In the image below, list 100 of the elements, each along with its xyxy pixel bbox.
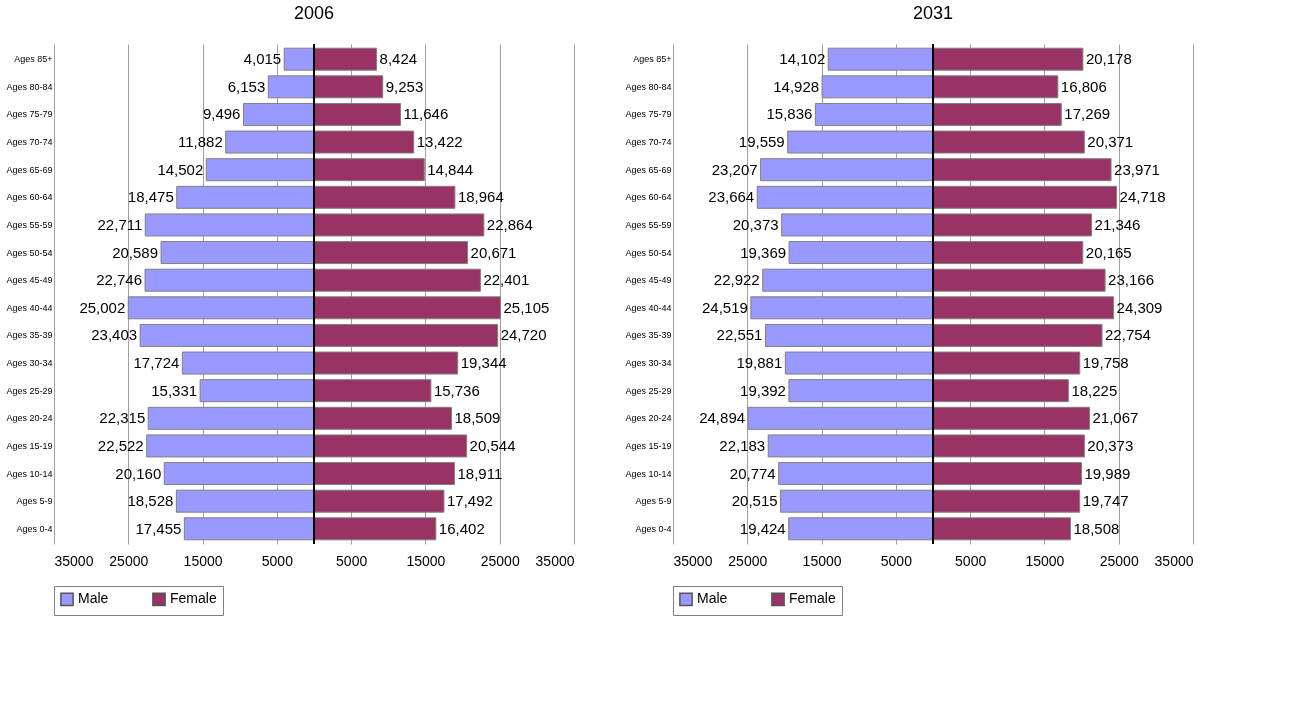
data-label: 24,519 <box>701 298 748 316</box>
data-label: 20,589 <box>112 243 159 261</box>
y-tick-label: Ages 55-59 <box>6 219 53 230</box>
data-label: 20,178 <box>1085 50 1132 68</box>
x-tick-label: 25000 <box>728 552 768 569</box>
y-tick-label: Ages 10-14 <box>625 468 672 479</box>
data-label: 23,166 <box>1108 271 1154 289</box>
data-label: 18,528 <box>127 492 174 510</box>
data-label: 9,253 <box>385 77 424 95</box>
data-label: 19,424 <box>739 519 786 537</box>
data-label: 17,269 <box>1064 105 1111 123</box>
data-label: 18,475 <box>127 188 174 206</box>
data-label: 17,455 <box>135 519 182 537</box>
data-label: 4,015 <box>243 50 282 68</box>
y-tick-label: Ages 40-44 <box>6 302 53 313</box>
y-tick-label: Ages 50-54 <box>6 247 53 258</box>
data-label: 20,544 <box>469 436 516 454</box>
data-label: 8,424 <box>379 50 418 68</box>
data-label: 11,882 <box>177 133 223 151</box>
data-label: 18,509 <box>454 409 501 427</box>
legend-label: Male <box>697 590 728 607</box>
data-label: 23,664 <box>708 188 755 206</box>
y-tick-label: Ages 65-69 <box>6 164 53 175</box>
data-label: 13,422 <box>416 133 463 151</box>
y-tick-label: Ages 15-19 <box>625 440 672 451</box>
data-label: 15,836 <box>766 105 813 123</box>
data-label: 11,646 <box>403 105 449 123</box>
y-tick-label: Ages 60-64 <box>625 192 672 203</box>
x-tick-label: 5000 <box>955 552 987 569</box>
y-tick-label: Ages 20-24 <box>625 413 672 424</box>
y-tick-label: Ages 65-69 <box>625 164 672 175</box>
data-label: 19,392 <box>740 381 786 399</box>
data-label: 16,806 <box>1060 77 1107 95</box>
data-label: 14,102 <box>779 50 826 68</box>
data-label: 15,736 <box>433 381 480 399</box>
y-tick-label: Ages 50-54 <box>625 247 672 258</box>
y-tick-label: Ages 40-44 <box>625 302 672 313</box>
y-tick-label: Ages 0-4 <box>635 523 672 534</box>
y-tick-label: Ages 70-74 <box>6 137 53 148</box>
y-tick-label: Ages 0-4 <box>16 523 53 534</box>
y-tick-label: Ages 25-29 <box>6 385 53 396</box>
data-label: 20,515 <box>731 492 778 510</box>
data-label: 18,911 <box>457 464 503 482</box>
y-tick-label: Ages 70-74 <box>625 137 672 148</box>
x-tick-label: 5000 <box>336 552 368 569</box>
data-label: 23,207 <box>711 160 758 178</box>
data-label: 20,373 <box>732 215 779 233</box>
y-tick-label: Ages 5-9 <box>16 496 53 507</box>
y-tick-label: Ages 5-9 <box>635 496 672 507</box>
y-tick-label: Ages 30-34 <box>6 358 53 369</box>
y-tick-label: Ages 10-14 <box>6 468 53 479</box>
data-label: 22,183 <box>719 436 766 454</box>
y-tick-label: Ages 45-49 <box>6 275 53 286</box>
x-tick-label: 25000 <box>1099 552 1139 569</box>
data-label: 24,720 <box>500 326 547 344</box>
data-label: 19,989 <box>1084 464 1131 482</box>
data-label: 25,002 <box>79 298 126 316</box>
data-label: 16,402 <box>438 519 485 537</box>
y-tick-label: Ages 30-34 <box>625 358 672 369</box>
data-label: 19,747 <box>1082 492 1129 510</box>
y-tick-label: Ages 35-39 <box>6 330 53 341</box>
y-tick-label: Ages 15-19 <box>6 440 53 451</box>
data-label: 20,371 <box>1087 133 1134 151</box>
y-tick-label: Ages 75-79 <box>625 109 672 120</box>
data-label: 18,508 <box>1073 519 1120 537</box>
x-tick-label: 15000 <box>802 552 842 569</box>
data-label: 19,369 <box>740 243 787 261</box>
data-label: 23,971 <box>1114 160 1160 178</box>
data-label: 22,315 <box>99 409 146 427</box>
x-tick-label: 15000 <box>1025 552 1065 569</box>
data-label: 6,153 <box>227 77 266 95</box>
x-tick-label: 15000 <box>406 552 446 569</box>
y-tick-label: Ages 80-84 <box>625 81 672 92</box>
data-label: 25,105 <box>503 298 550 316</box>
data-label: 9,496 <box>202 105 241 123</box>
data-label: 24,894 <box>699 409 746 427</box>
data-label: 20,671 <box>470 243 517 261</box>
data-label: 17,492 <box>446 492 493 510</box>
x-tick-label: 15000 <box>183 552 223 569</box>
x-tick-label: 5000 <box>880 552 913 569</box>
data-label: 24,718 <box>1119 188 1166 206</box>
y-tick-label: Ages 35-39 <box>625 330 672 341</box>
data-label: 24,309 <box>1116 298 1163 316</box>
y-tick-label: Ages 85+ <box>14 54 53 65</box>
data-label: 22,746 <box>96 271 143 289</box>
y-tick-label: Ages 25-29 <box>625 385 672 396</box>
y-tick-label: Ages 60-64 <box>6 192 53 203</box>
x-tick-label: 35000 <box>54 552 94 569</box>
legend-label: Female <box>170 590 217 607</box>
data-label: 14,502 <box>157 160 204 178</box>
legend-label: Male <box>78 590 109 607</box>
data-label: 19,881 <box>736 354 783 372</box>
data-label: 20,373 <box>1087 436 1134 454</box>
data-label: 14,928 <box>773 77 820 95</box>
data-label: 15,331 <box>151 381 198 399</box>
data-label: 20,165 <box>1085 243 1132 261</box>
data-label: 22,711 <box>97 215 143 233</box>
data-label: 22,522 <box>97 436 144 454</box>
chart-title: 2031 <box>912 3 954 23</box>
data-label: 19,344 <box>460 354 507 372</box>
